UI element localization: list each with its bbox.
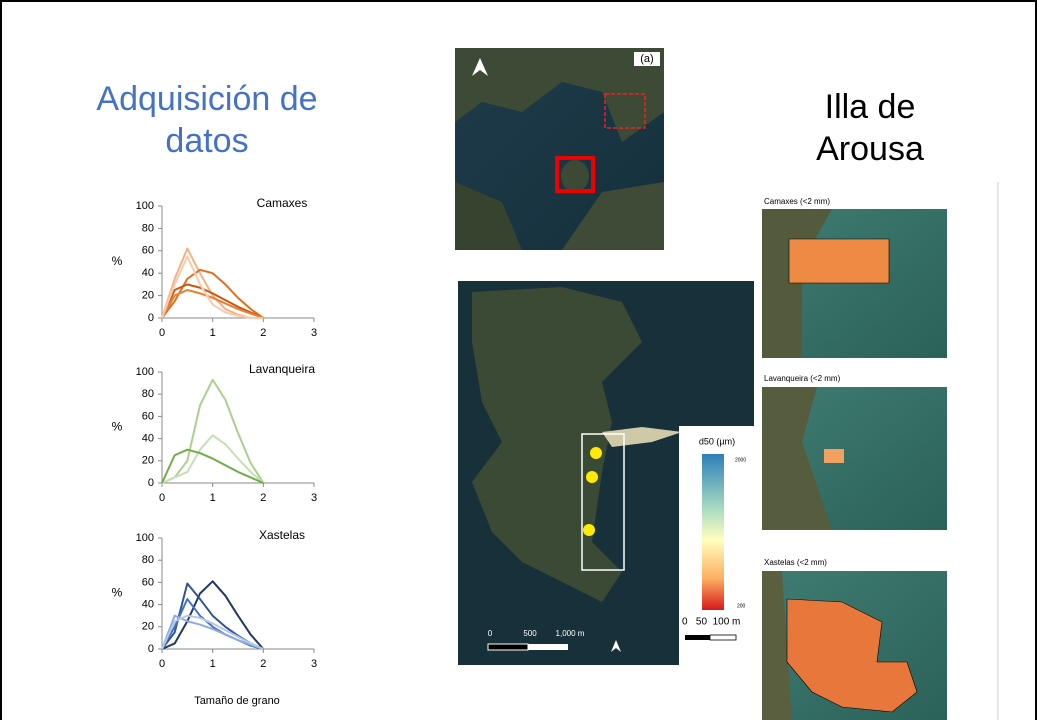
scale-large-2: 1,000 m [556, 629, 585, 638]
y-tick-label: 0 [148, 477, 154, 489]
panels [762, 182, 998, 720]
y-tick-label: 80 [142, 554, 154, 566]
x-tick-label: 3 [311, 492, 317, 504]
x-tick-label: 1 [210, 492, 216, 504]
y-tick-label: 40 [142, 267, 154, 279]
x-tick-label: 3 [311, 327, 317, 339]
y-axis-label: % [112, 254, 123, 268]
y-tick-label: 20 [142, 290, 154, 302]
scale-large-0: 0 [488, 629, 493, 638]
x-axis-label: Tamaño de grano [194, 695, 280, 707]
line-series [162, 256, 263, 318]
y-tick-label: 20 [142, 455, 154, 467]
panel-title: Xastelas (<2 mm) [764, 558, 827, 567]
slide: Adquisición de datos Illa de Arousa (a) [0, 0, 1037, 720]
chart-label: Lavanqueira [249, 362, 315, 376]
y-axis-label: % [112, 586, 123, 600]
x-tick-label: 1 [210, 658, 216, 670]
canvas: (a) d50 (µm) 2000 200 0 50 100 m 0 500 1… [2, 2, 1035, 720]
y-tick-label: 100 [136, 366, 154, 378]
x-tick-label: 3 [311, 658, 317, 670]
line-series [162, 380, 263, 483]
y-tick-label: 0 [148, 643, 154, 655]
y-tick-label: 60 [142, 576, 154, 588]
inset-map [455, 48, 664, 250]
y-tick-label: 100 [136, 200, 154, 212]
y-axis-label: % [112, 420, 123, 434]
x-tick-label: 2 [260, 327, 266, 339]
y-tick-label: 100 [136, 532, 154, 544]
panel-title: Camaxes (<2 mm) [764, 197, 830, 206]
panel-title: Lavanqueira (<2 mm) [764, 374, 841, 383]
legend-title: d50 (µm) [699, 436, 735, 446]
island-map [458, 281, 754, 665]
x-tick-label: 0 [159, 492, 165, 504]
inset-label: (a) [640, 53, 653, 65]
y-tick-label: 20 [142, 621, 154, 633]
chart-label: Xastelas [259, 528, 305, 542]
y-tick-label: 60 [142, 410, 154, 422]
y-tick-label: 40 [142, 599, 154, 611]
x-tick-label: 2 [260, 492, 266, 504]
y-tick-label: 40 [142, 433, 154, 445]
scale-small: 0 50 100 m [682, 617, 740, 628]
y-tick-label: 0 [148, 312, 154, 324]
chart-label: Camaxes [257, 196, 308, 210]
x-tick-label: 0 [159, 327, 165, 339]
x-tick-label: 1 [210, 327, 216, 339]
legend-min: 200 [737, 603, 746, 609]
x-tick-label: 2 [260, 658, 266, 670]
x-tick-label: 0 [159, 658, 165, 670]
y-tick-label: 80 [142, 222, 154, 234]
scale-large-1: 500 [523, 629, 537, 638]
legend-max: 2000 [735, 457, 746, 463]
y-tick-label: 80 [142, 388, 154, 400]
y-tick-label: 60 [142, 245, 154, 257]
